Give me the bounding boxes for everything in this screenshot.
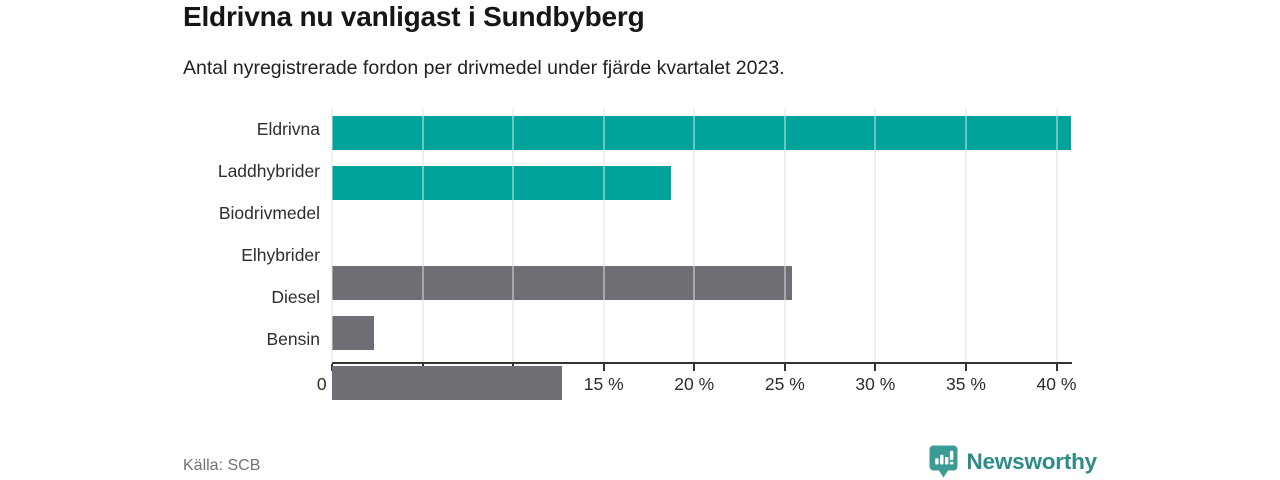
bar-row-eldrivna (332, 116, 1071, 158)
tick-mark-35 (964, 364, 967, 371)
bar-row-elhybrider (332, 266, 1071, 308)
gridline-20 (693, 108, 696, 362)
newsworthy-logo-icon (929, 445, 958, 478)
bars (332, 108, 1071, 400)
gridline-40 (1055, 108, 1058, 362)
category-label-elhybrider: Elhybrider (241, 245, 320, 265)
chart-subtitle: Antal nyregistrerade fordon per drivmede… (183, 57, 785, 79)
category-label-laddhybrider: Laddhybrider (217, 161, 320, 181)
tick-label-30: 30 % (855, 374, 896, 394)
tick-label-35: 35 % (945, 374, 986, 394)
gridline-40 (1055, 108, 1058, 362)
newsworthy-logo: Newsworthy (929, 445, 1097, 478)
tick-label-15: 15 % (583, 374, 624, 394)
gridline-20 (693, 108, 696, 362)
page-title: Eldrivna nu vanligast i Sundbyberg (183, 1, 645, 32)
bar-chart-plot-area (331, 108, 1071, 400)
bar-row-diesel (332, 316, 1071, 358)
category-label-eldrivna: Eldrivna (256, 119, 320, 139)
gridline-5 (421, 108, 424, 362)
source-note: Källa: SCB (183, 457, 261, 474)
gridline-35 (964, 108, 967, 362)
bar-row-bensin (332, 366, 1071, 408)
gridline-30 (874, 108, 877, 362)
category-label-bensin: Bensin (266, 329, 320, 349)
tick-mark-40 (1055, 364, 1058, 371)
category-label-biodrivmedel: Biodrivmedel (218, 203, 320, 223)
gridline-0 (331, 108, 333, 362)
gridline-15 (602, 108, 605, 362)
category-labels: Eldrivna Laddhybrider Biodrivmedel Elhybrid… (0, 108, 320, 360)
gridline-30 (874, 108, 877, 362)
gridline-0 (331, 108, 333, 362)
gridline-25 (783, 108, 786, 362)
tick-mark-15 (602, 364, 605, 371)
gridline-10 (512, 108, 515, 362)
tick-mark-20 (693, 364, 696, 371)
bar-elhybrider (332, 266, 793, 300)
bar-eldrivna (332, 116, 1071, 150)
x-axis-line (332, 362, 1072, 364)
tick-mark-30 (874, 364, 877, 371)
gridline-5 (421, 108, 424, 362)
bar-laddhybrider (332, 166, 671, 200)
tick-label-40: 40 % (1036, 374, 1077, 394)
gridlines (331, 108, 1071, 362)
gridline-10 (512, 108, 515, 362)
bar-bensin (332, 366, 563, 400)
gridline-overlay (331, 108, 1071, 362)
gridline-25 (783, 108, 786, 362)
category-label-diesel: Diesel (271, 287, 320, 307)
tick-mark-25 (783, 364, 786, 371)
bar-row-laddhybrider (332, 166, 1071, 208)
bar-diesel (332, 316, 374, 350)
newsworthy-logo-text: Newsworthy (966, 448, 1097, 474)
gridline-15 (602, 108, 605, 362)
tick-label-20: 20 % (674, 374, 715, 394)
gridline-35 (964, 108, 967, 362)
tick-label-25: 25 % (764, 374, 805, 394)
